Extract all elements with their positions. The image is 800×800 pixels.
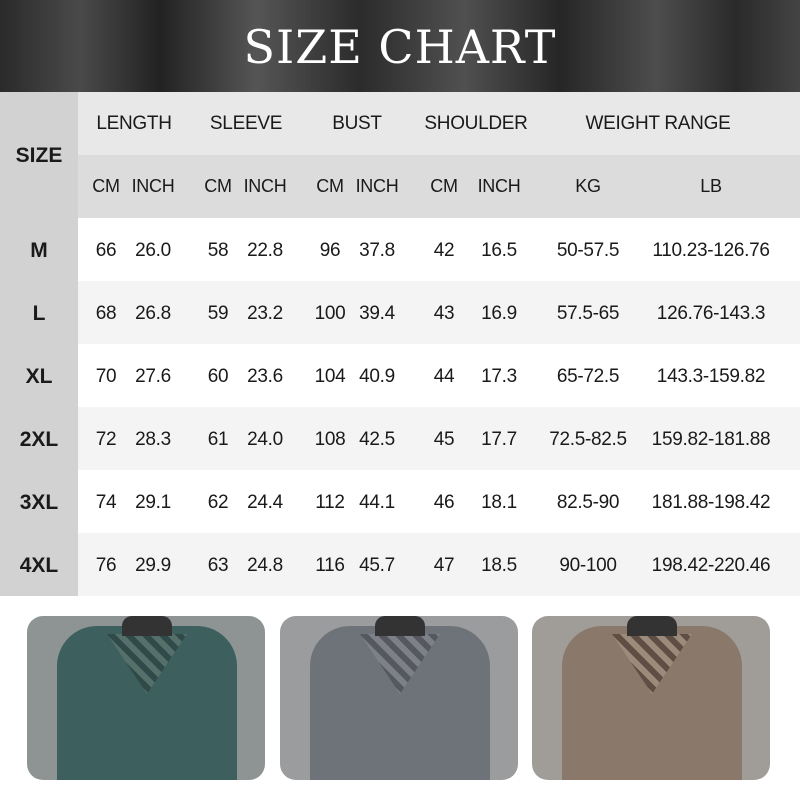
size-column [0, 92, 78, 596]
table-cell: 116 [315, 555, 345, 576]
unit-header: CM [204, 176, 232, 196]
table-row [78, 533, 800, 596]
table-cell: 58 [207, 240, 229, 261]
product-image-gray [280, 616, 518, 780]
table-cell: 45 [433, 429, 455, 450]
table-cell: 43 [433, 303, 455, 324]
unit-header: INCH [131, 176, 175, 196]
table-cell: 17.3 [481, 366, 517, 387]
size-label: 4XL [19, 554, 59, 577]
table-cell: 23.2 [247, 303, 283, 324]
table-cell: 29.9 [135, 555, 171, 576]
unit-header: INCH [355, 176, 399, 196]
table-cell: 18.5 [481, 555, 517, 576]
table-cell: 143.3-159.82 [656, 366, 766, 387]
product-image-brown [532, 616, 770, 780]
table-cell: 100 [314, 303, 346, 324]
table-row [78, 218, 800, 281]
table-cell: 45.7 [359, 555, 395, 576]
table-cell: 126.76-143.3 [656, 303, 766, 324]
group-header: SHOULDER [424, 113, 528, 134]
table-cell: 61 [207, 429, 229, 450]
table-cell: 27.6 [135, 366, 171, 387]
table-cell: 44 [433, 366, 455, 387]
unit-header: KG [575, 176, 601, 196]
table-cell: 24.0 [247, 429, 283, 450]
table-cell: 159.82-181.88 [651, 429, 771, 450]
group-header: WEIGHT RANGE [585, 113, 731, 134]
table-cell: 46 [433, 492, 455, 513]
size-header: SIZE [15, 144, 63, 167]
table-cell: 65-72.5 [556, 366, 620, 387]
table-cell: 60 [207, 366, 229, 387]
table-row [78, 407, 800, 470]
table-row [78, 344, 800, 407]
header-banner [0, 0, 800, 92]
table-cell: 68 [95, 303, 117, 324]
table-cell: 42 [433, 240, 455, 261]
table-cell: 112 [315, 492, 345, 513]
table-cell: 40.9 [359, 366, 395, 387]
table-cell: 104 [314, 366, 346, 387]
table-cell: 108 [314, 429, 346, 450]
table-cell: 90-100 [559, 555, 617, 576]
table-cell: 42.5 [359, 429, 395, 450]
table-cell: 26.8 [135, 303, 171, 324]
unit-header: INCH [243, 176, 287, 196]
table-cell: 16.5 [481, 240, 517, 261]
size-label: L [32, 302, 46, 325]
table-cell: 28.3 [135, 429, 171, 450]
size-label: M [30, 239, 48, 262]
table-cell: 17.7 [481, 429, 517, 450]
table-cell: 37.8 [359, 240, 395, 261]
table-cell: 82.5-90 [556, 492, 620, 513]
table-cell: 70 [95, 366, 117, 387]
group-header-row [78, 92, 800, 155]
table-cell: 110.23-126.76 [652, 240, 770, 261]
table-cell: 16.9 [481, 303, 517, 324]
table-cell: 76 [95, 555, 117, 576]
table-cell: 23.6 [247, 366, 283, 387]
unit-header: INCH [477, 176, 521, 196]
table-cell: 24.4 [247, 492, 283, 513]
table-cell: 198.42-220.46 [651, 555, 771, 576]
table-cell: 18.1 [481, 492, 517, 513]
unit-header: CM [92, 176, 120, 196]
table-cell: 74 [95, 492, 117, 513]
table-cell: 181.88-198.42 [651, 492, 771, 513]
table-row [78, 281, 800, 344]
table-cell: 26.0 [135, 240, 171, 261]
table-cell: 96 [319, 240, 341, 261]
table-cell: 57.5-65 [556, 303, 620, 324]
table-cell: 72.5-82.5 [549, 429, 627, 450]
size-label: XL [25, 365, 53, 388]
page-title: SIZE CHART [243, 20, 557, 74]
table-cell: 66 [95, 240, 117, 261]
table-cell: 47 [433, 555, 455, 576]
size-label: 3XL [19, 491, 59, 514]
table-cell: 22.8 [247, 240, 283, 261]
table-cell: 29.1 [135, 492, 171, 513]
table-row [78, 470, 800, 533]
group-header: BUST [332, 113, 382, 134]
table-cell: 62 [207, 492, 229, 513]
table-cell: 59 [207, 303, 229, 324]
unit-header: CM [316, 176, 344, 196]
size-label: 2XL [19, 428, 59, 451]
table-cell: 72 [95, 429, 117, 450]
table-cell: 44.1 [359, 492, 395, 513]
product-image-teal [27, 616, 265, 780]
table-cell: 50-57.5 [556, 240, 620, 261]
unit-header: LB [700, 176, 722, 196]
table-cell: 24.8 [247, 555, 283, 576]
group-header: SLEEVE [209, 113, 283, 134]
table-cell: 39.4 [359, 303, 395, 324]
unit-header: CM [430, 176, 458, 196]
unit-header-row [78, 155, 800, 218]
group-header: LENGTH [96, 113, 172, 134]
table-cell: 63 [207, 555, 229, 576]
